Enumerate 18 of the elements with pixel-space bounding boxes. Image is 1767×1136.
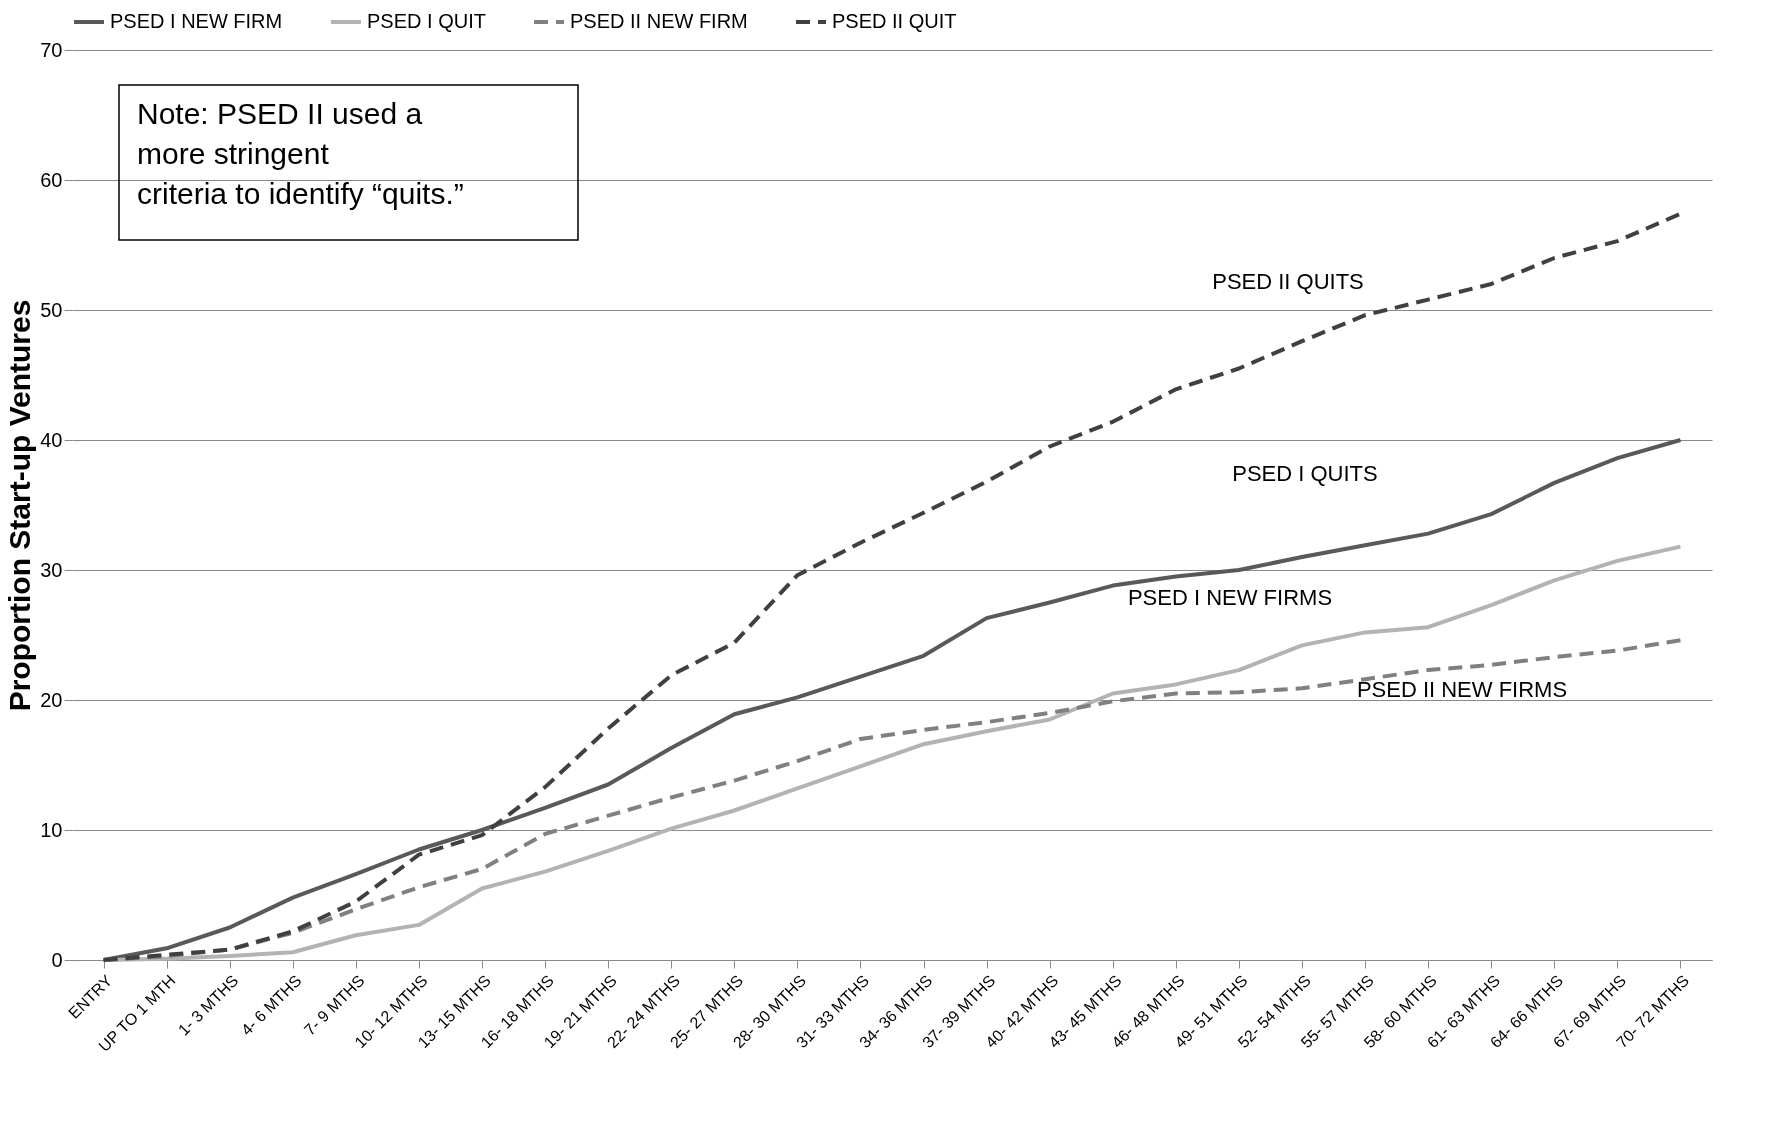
y-tick-label: 40 — [40, 428, 63, 451]
y-tick-label: 10 — [40, 818, 63, 841]
y-tick-label: 20 — [40, 688, 63, 711]
legend-label: PSED I NEW FIRM — [110, 10, 283, 32]
annotation: PSED II NEW FIRMS — [1356, 677, 1568, 702]
annotation: Note: PSED II used a more stringent criteria to identify “quits.” — [137, 97, 464, 210]
legend-label: PSED II QUIT — [832, 10, 957, 32]
y-tick-label: 50 — [40, 298, 63, 321]
legend-label: PSED II NEW FIRM — [570, 10, 748, 32]
y-tick-label: 70 — [40, 38, 63, 61]
y-tick-label: 0 — [51, 948, 63, 971]
annotation: PSED II QUITS — [1212, 269, 1364, 294]
legend-label: PSED I QUIT — [367, 10, 486, 32]
y-axis-title: Proportion Start-up Ventures — [3, 299, 37, 712]
annotation: PSED I QUITS — [1232, 461, 1378, 486]
y-tick-label: 60 — [40, 168, 63, 191]
y-tick-label: 30 — [40, 558, 63, 581]
annotation: PSED I NEW FIRMS — [1127, 585, 1333, 610]
